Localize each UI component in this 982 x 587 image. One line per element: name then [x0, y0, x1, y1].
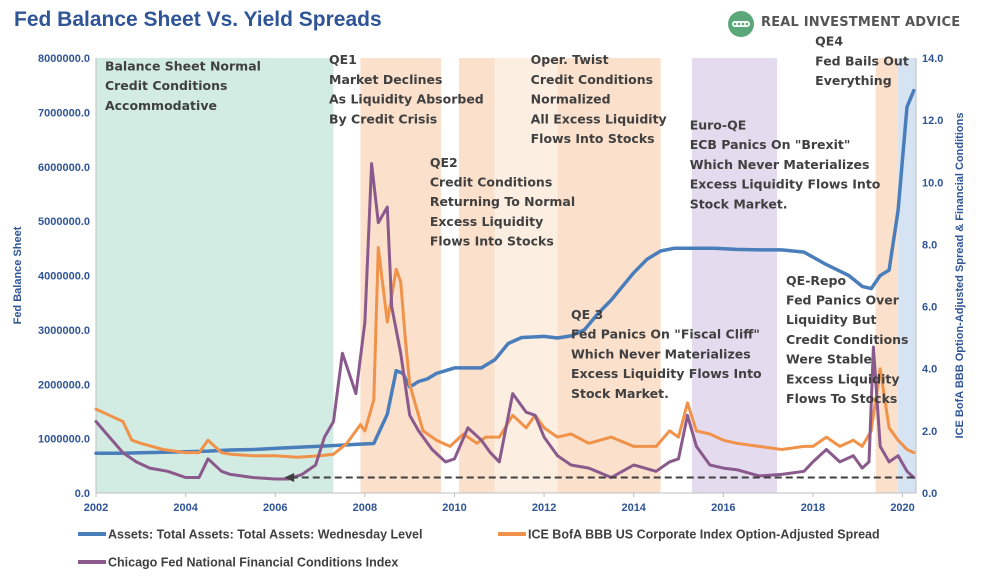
- y-left-tick-label: 5000000.0: [38, 216, 90, 228]
- annotation-line: Credit Conditions: [531, 72, 653, 87]
- annotation-line: QE-Repo: [786, 273, 846, 288]
- annotation-line: Excess Liquidity Flows Into: [571, 366, 762, 381]
- y-left-tick-label: 6000000.0: [38, 162, 90, 174]
- annotation-line: QE 3: [571, 307, 603, 322]
- annotation-6: QE-Repo Fed Panics Over Liquidity But Credi…: [786, 273, 908, 406]
- y-right-tick-label: 10.0: [922, 177, 943, 189]
- y-left-tick-label: 1000000.0: [38, 434, 90, 446]
- annotation-line: Returning To Normal: [430, 194, 575, 209]
- x-tick-label: 2010: [442, 502, 466, 514]
- nfci-line: [94, 162, 916, 481]
- annotation-line: QE2: [430, 155, 458, 170]
- annotation-line: ECB Panics On "Brexit": [690, 137, 851, 152]
- annotation-line: Normalized: [531, 92, 611, 107]
- annotation-2: QE2 Credit Conditions Returning To Normal E…: [430, 155, 575, 249]
- legend-label: Assets: Total Assets: Total Assets: Wedn…: [108, 528, 422, 542]
- annotation-line: Fed Panics Over: [786, 293, 900, 308]
- y-left-tick-label: 2000000.0: [38, 379, 90, 391]
- legend-label: Chicago Fed National Financial Condition…: [108, 556, 398, 570]
- y-left-tick-label: 8000000.0: [38, 53, 90, 65]
- x-tick-label: 2012: [532, 502, 556, 514]
- annotation-1: QE1 Market Declines As Liquidity Absorbed B…: [329, 52, 484, 126]
- annotation-line: Market Declines: [329, 72, 442, 87]
- annotation-line: QE4: [815, 34, 843, 49]
- annotation-line: Fed Panics On "Fiscal Cliff": [571, 327, 760, 342]
- shaded-band-5: [691, 58, 778, 493]
- bbb-spread-line: [94, 246, 916, 459]
- logo-text: REAL INVESTMENT ADVICE: [761, 15, 961, 30]
- annotation-line: Excess Liquidity Flows Into: [690, 177, 881, 192]
- shaded-band-2: [458, 58, 495, 493]
- annotation-line: All Excess Liquidity: [531, 111, 667, 126]
- annotation-line: As Liquidity Absorbed: [329, 92, 484, 107]
- annotation-line: Excess Liquidity: [430, 214, 543, 229]
- y-right-tick-label: 2.0: [922, 426, 937, 438]
- annotation-line: Flows Into Stocks: [430, 234, 554, 249]
- x-tick-label: 2008: [353, 502, 377, 514]
- shaded-band-1: [360, 58, 442, 493]
- annotation-line: Oper. Twist: [531, 52, 609, 67]
- annotation-line: Fed Bails Out: [815, 53, 909, 68]
- annotation-5: Euro-QE ECB Panics On "Brexit" Which Never…: [690, 117, 881, 211]
- y-right-tick-label: 6.0: [922, 302, 937, 314]
- annotation-line: Flows Into Stocks: [531, 131, 655, 146]
- annotation-line: QE1: [329, 52, 357, 67]
- annotation-line: Accommodative: [105, 98, 217, 113]
- y-right-axis-label: ICE BofA BBB Option-Adjusted Spread & Fi…: [954, 113, 966, 439]
- x-tick-label: 2006: [263, 502, 287, 514]
- y-right-tick-label: 8.0: [922, 239, 937, 251]
- shaded-band-0: [96, 58, 334, 493]
- y-left-axis-label: Fed Balance Sheet: [12, 226, 24, 324]
- y-right-tick-label: 12.0: [922, 115, 943, 127]
- x-tick-label: 2014: [621, 502, 646, 514]
- annotation-line: Credit Conditions: [105, 78, 227, 93]
- y-right-tick-label: 4.0: [922, 364, 937, 376]
- y-left-tick-label: 3000000.0: [38, 325, 90, 337]
- brand-logo: REAL INVESTMENT ADVICE: [727, 10, 967, 38]
- annotation-line: Which Never Materializes: [690, 157, 870, 172]
- x-tick-label: 2018: [801, 502, 825, 514]
- x-tick-label: 2016: [711, 502, 735, 514]
- annotation-line: Balance Sheet Normal: [105, 58, 261, 73]
- annotation-line: Which Never Materializes: [571, 346, 751, 361]
- y-left-tick-label: 4000000.0: [38, 271, 90, 283]
- x-tick-label: 2020: [890, 502, 914, 514]
- shaded-band-3: [494, 58, 558, 493]
- x-tick-label: 2004: [173, 502, 198, 514]
- annotation-4: QE 3 Fed Panics On "Fiscal Cliff" Which Ne…: [571, 307, 762, 401]
- annotation-line: Credit Conditions: [430, 174, 552, 189]
- balance-sheet-line: [94, 88, 916, 456]
- annotation-line: By Credit Crisis: [329, 111, 437, 126]
- y-left-tick-label: 0.0: [75, 488, 90, 500]
- y-right-tick-label: 14.0: [922, 53, 943, 65]
- annotation-7: QE4 Fed Bails Out Everything: [815, 34, 909, 88]
- annotation-3: Oper. Twist Credit Conditions Normalized Al…: [531, 52, 667, 146]
- annotation-line: Stock Market.: [690, 196, 788, 211]
- annotation-line: Liquidity But: [786, 312, 877, 327]
- annotation-0: Balance Sheet Normal Credit Conditions Acc…: [105, 58, 261, 112]
- logo-icon: [728, 11, 754, 37]
- shaded-band-4: [557, 58, 661, 493]
- annotation-line: Stock Market.: [571, 386, 669, 401]
- annotation-line: Everything: [815, 73, 891, 88]
- y-left-tick-label: 7000000.0: [38, 107, 90, 119]
- dashed-arrow-head: [284, 472, 295, 482]
- annotation-line: Euro-QE: [690, 117, 747, 132]
- annotation-line: Excess Liquidity: [786, 371, 899, 386]
- annotation-line: Credit Conditions: [786, 332, 908, 347]
- legend-label: ICE BofA BBB US Corporate Index Option-A…: [528, 528, 880, 542]
- annotation-line: Were Stable: [786, 352, 872, 367]
- annotation-line: Flows To Stocks: [786, 391, 897, 406]
- chart-title: Fed Balance Sheet Vs. Yield Spreads: [14, 8, 382, 31]
- y-right-tick-label: 0.0: [922, 488, 937, 500]
- x-tick-label: 2002: [84, 502, 108, 514]
